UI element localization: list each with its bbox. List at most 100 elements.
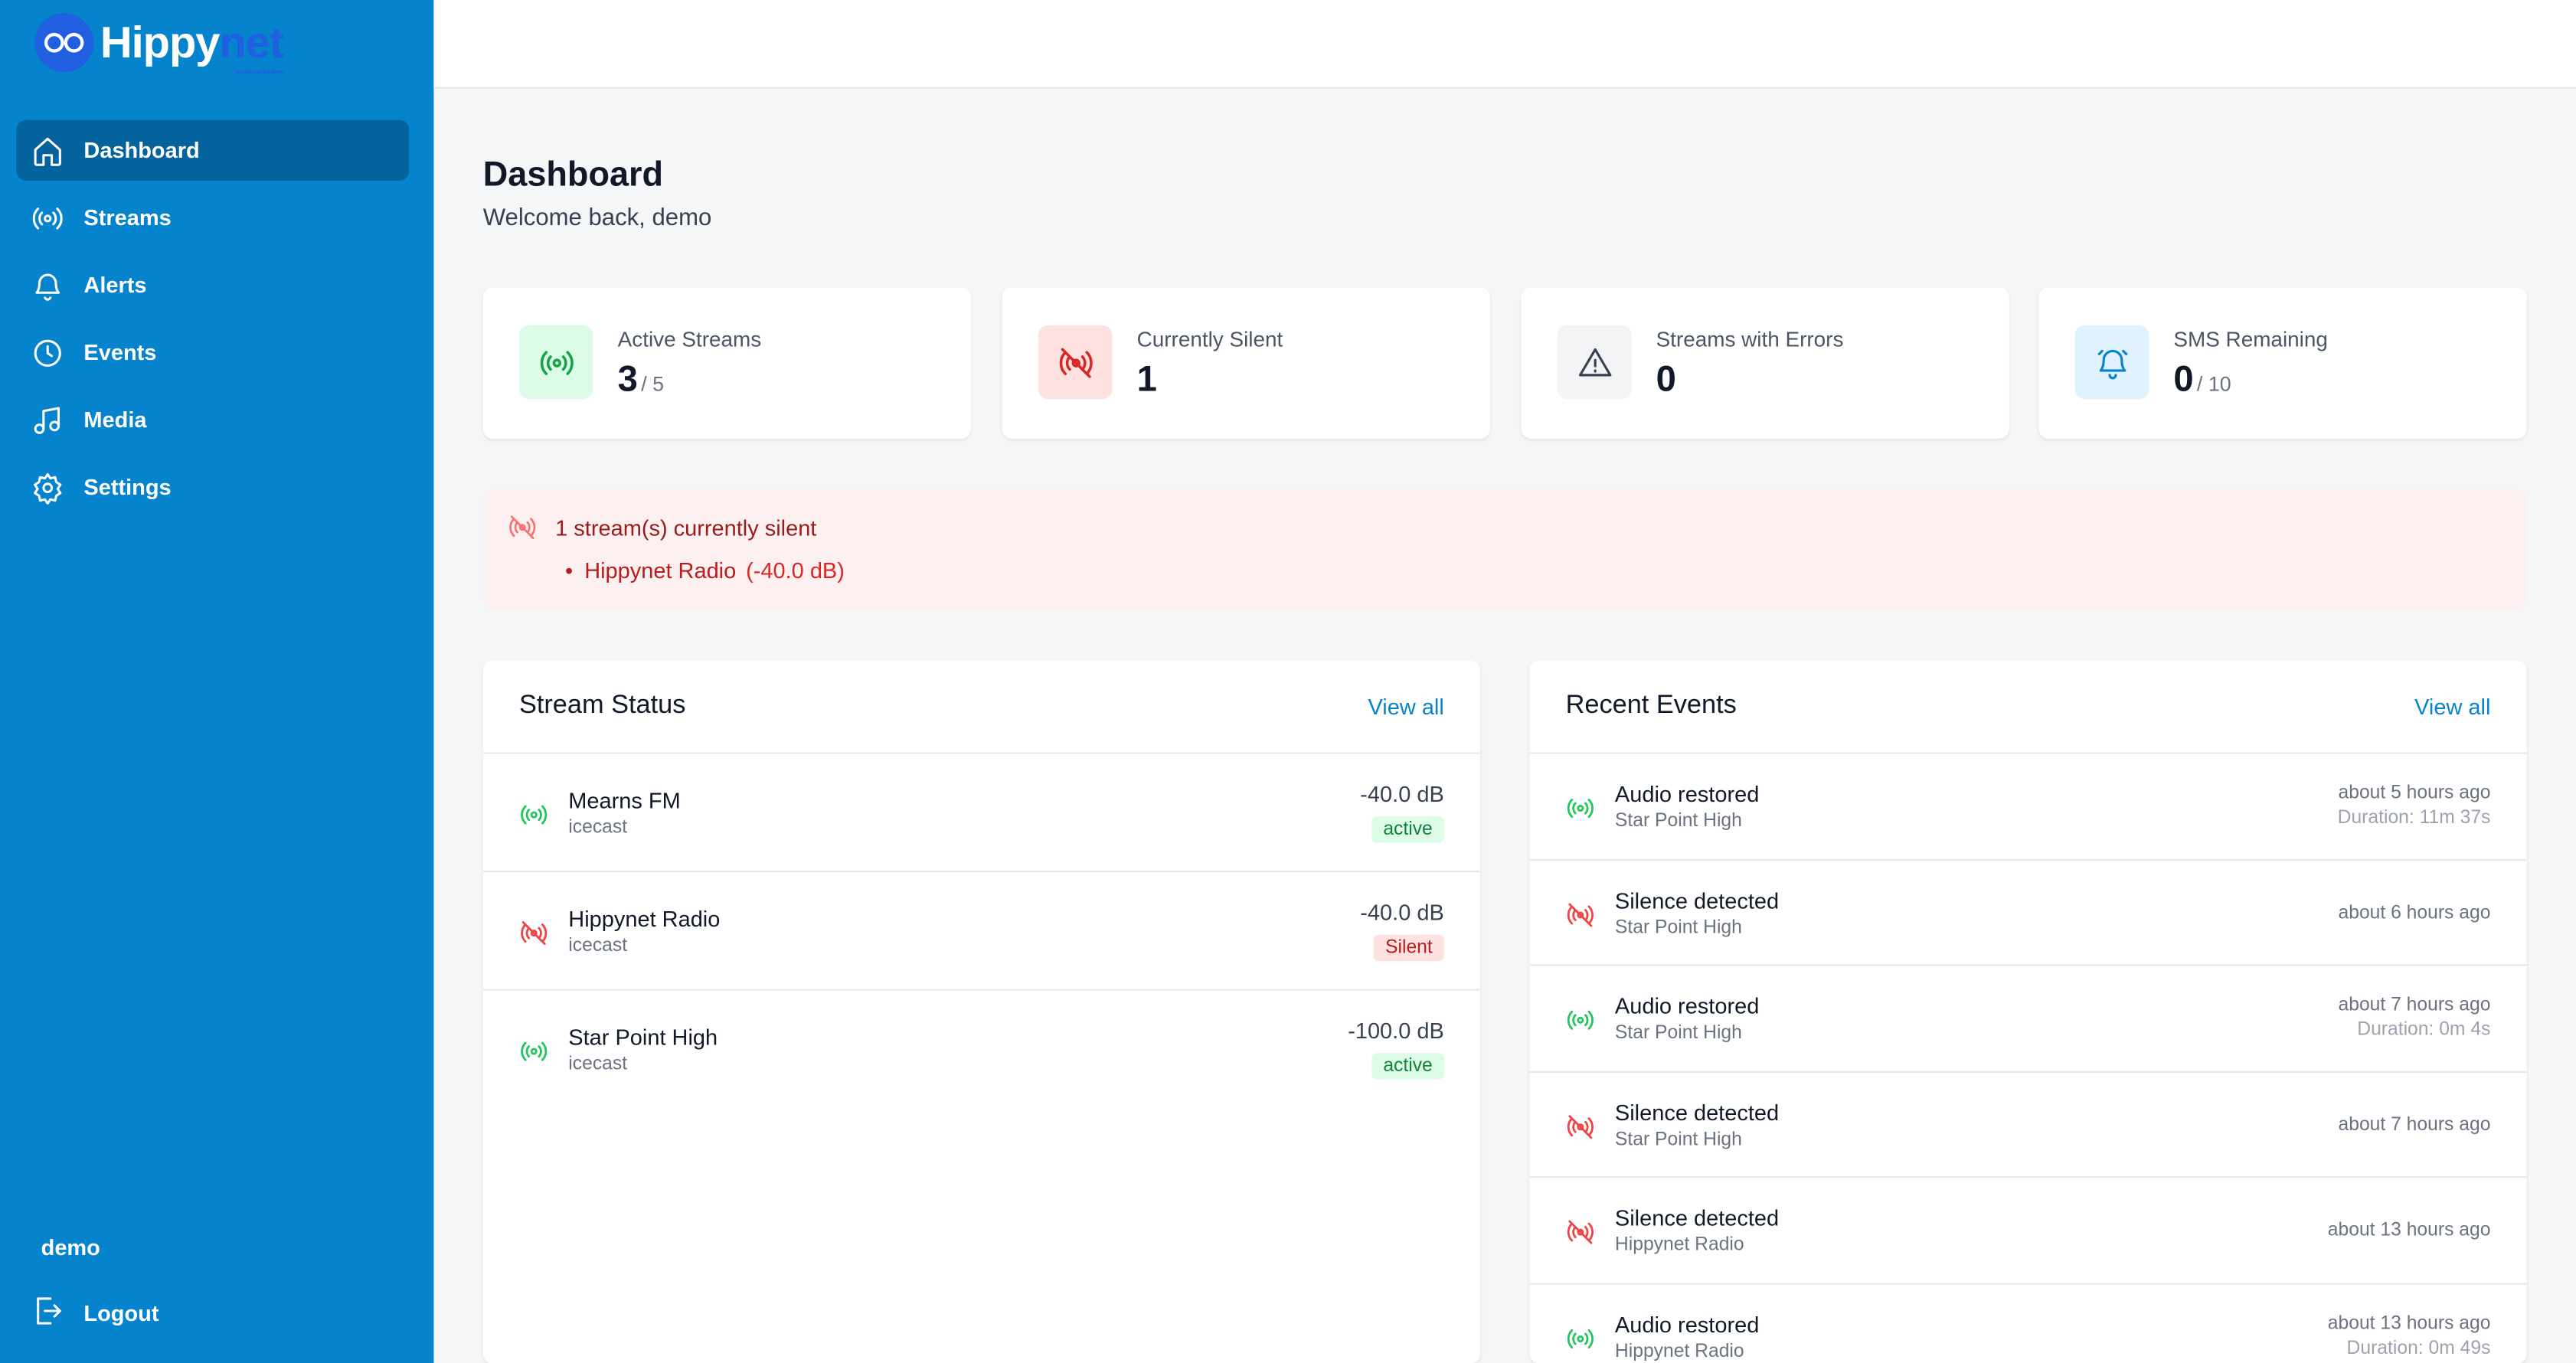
stat-card-currently-silent: Currently Silent 1 (1002, 287, 1490, 439)
status-badge: active (1371, 816, 1444, 843)
event-row[interactable]: Audio restored Star Point High about 5 h… (1529, 754, 2527, 861)
recent-events-panel: Recent Events View all Audio restored St… (1529, 660, 2527, 1363)
brand-logo[interactable]: Hippynet Broadcast Solutions (34, 11, 284, 75)
panel-title: Stream Status (518, 691, 686, 720)
broadcast-icon (521, 805, 548, 825)
event-title: Audio restored (1614, 782, 1760, 807)
event-stream: Star Point High (1614, 917, 1742, 937)
sidebar-item-label: Events (83, 340, 157, 365)
broadcast-off-icon (1038, 325, 1113, 400)
event-title: Silence detected (1614, 1205, 1780, 1231)
stream-type: icecast (568, 936, 628, 956)
event-stream: Star Point High (1614, 1129, 1742, 1149)
event-time: about 13 hours ago (2327, 1313, 2491, 1333)
broadcast-icon (31, 201, 64, 234)
stream-type: icecast (568, 818, 628, 838)
panel-title: Recent Events (1565, 691, 1737, 720)
panel-header: Stream Status View all (482, 660, 1481, 754)
stat-value: 0/ 10 (2173, 358, 2231, 400)
sidebar-item-streams[interactable]: Streams (16, 188, 409, 248)
event-duration: Duration: 0m 4s (2357, 1020, 2491, 1041)
broadcast-off-icon (521, 921, 548, 946)
status-badge: Silent (1374, 934, 1444, 962)
alert-stream-item[interactable]: • Hippynet Radio (-40.0 dB) (565, 558, 845, 583)
stat-value: 1 (1136, 358, 1157, 400)
event-row[interactable]: Silence detected Star Point High about 6… (1529, 860, 2527, 966)
broadcast-off-icon (1567, 1114, 1594, 1139)
event-title: Silence detected (1614, 887, 1780, 913)
sidebar-item-label: Alerts (83, 273, 147, 298)
stat-card-active-streams: Active Streams 3/ 5 (482, 287, 971, 439)
panel-header: Recent Events View all (1529, 660, 2527, 754)
gear-icon (31, 471, 64, 504)
event-time: about 7 hours ago (2338, 995, 2491, 1015)
sidebar-nav: Dashboard Streams Alerts Events (16, 119, 410, 525)
bell-icon (31, 269, 64, 302)
status-badge: active (1371, 1053, 1444, 1080)
stream-status-panel: Stream Status View all Mearns FM icecast… (482, 660, 1481, 1363)
event-title: Audio restored (1614, 1312, 1760, 1337)
glasses-icon (34, 13, 94, 73)
view-all-events-link[interactable]: View all (2414, 695, 2491, 720)
stream-row[interactable]: Hippynet Radio icecast -40.0 dB Silent (482, 872, 1481, 991)
stream-row[interactable]: Mearns FM icecast -40.0 dB active (482, 754, 1481, 873)
event-duration: Duration: 11m 37s (2337, 808, 2491, 829)
sidebar-item-media[interactable]: Media (16, 389, 409, 449)
broadcast-off-icon (509, 515, 536, 540)
event-time: about 5 hours ago (2338, 783, 2491, 804)
broadcast-icon (1567, 799, 1594, 819)
event-title: Audio restored (1614, 993, 1760, 1019)
stat-value: 0 (1656, 358, 1676, 400)
logout-button[interactable]: Logout (31, 1293, 159, 1334)
brand-name: Hippynet Broadcast Solutions (100, 17, 284, 75)
event-stream: Star Point High (1614, 811, 1742, 832)
bell-ring-icon (2074, 325, 2149, 400)
stream-level: -40.0 dB (1360, 900, 1444, 925)
stream-level: -40.0 dB (1360, 782, 1444, 807)
sidebar-item-settings[interactable]: Settings (16, 456, 409, 517)
home-icon (31, 134, 64, 167)
music-icon (31, 404, 64, 436)
stat-label: Active Streams (617, 326, 762, 352)
stat-label: SMS Remaining (2173, 326, 2328, 352)
sidebar-item-dashboard[interactable]: Dashboard (16, 119, 410, 181)
stream-row[interactable]: Star Point High icecast -100.0 dB active (483, 991, 1480, 1109)
logout-icon (31, 1293, 84, 1334)
alert-title: 1 stream(s) currently silent (555, 515, 817, 541)
stat-card-sms-remaining: SMS Remaining 0/ 10 (2038, 287, 2527, 439)
stream-type: icecast (568, 1054, 628, 1075)
stat-card-streams-with-errors: Streams with Errors 0 (1521, 287, 2009, 439)
event-row[interactable]: Silence detected Hippynet Radio about 13… (1529, 1178, 2527, 1284)
event-title: Silence detected (1614, 1100, 1780, 1125)
stat-label: Currently Silent (1136, 326, 1283, 352)
event-stream: Star Point High (1614, 1023, 1742, 1044)
event-row[interactable]: Audio restored Hippynet Radio about 13 h… (1529, 1284, 2526, 1363)
current-user: demo (41, 1235, 100, 1260)
broadcast-icon (1567, 1328, 1594, 1348)
broadcast-icon (1567, 1010, 1594, 1030)
event-row[interactable]: Audio restored Star Point High about 7 h… (1529, 966, 2527, 1072)
event-stream: Hippynet Radio (1614, 1235, 1744, 1256)
stream-name: Mearns FM (568, 788, 681, 813)
event-time: about 6 hours ago (2338, 902, 2491, 923)
event-stream: Hippynet Radio (1614, 1341, 1744, 1361)
event-row[interactable]: Silence detected Star Point High about 7… (1529, 1072, 2527, 1178)
stat-label: Streams with Errors (1656, 326, 1844, 352)
sidebar-item-label: Streams (83, 205, 172, 230)
broadcast-off-icon (1567, 902, 1594, 927)
stream-level: -100.0 dB (1348, 1018, 1444, 1044)
logout-label: Logout (83, 1301, 159, 1326)
stream-name: Star Point High (568, 1025, 718, 1050)
brand-tagline: Broadcast Solutions (235, 66, 284, 75)
page-title: Dashboard (482, 155, 664, 194)
event-time: about 7 hours ago (2338, 1114, 2491, 1135)
sidebar-item-label: Dashboard (83, 138, 200, 163)
clock-icon (31, 336, 64, 369)
sidebar-item-label: Media (83, 407, 147, 433)
stat-value: 3/ 5 (617, 358, 665, 400)
view-all-streams-link[interactable]: View all (1368, 695, 1444, 720)
stream-name: Hippynet Radio (568, 907, 721, 932)
sidebar-item-alerts[interactable]: Alerts (16, 255, 409, 315)
sidebar-item-events[interactable]: Events (16, 322, 409, 382)
